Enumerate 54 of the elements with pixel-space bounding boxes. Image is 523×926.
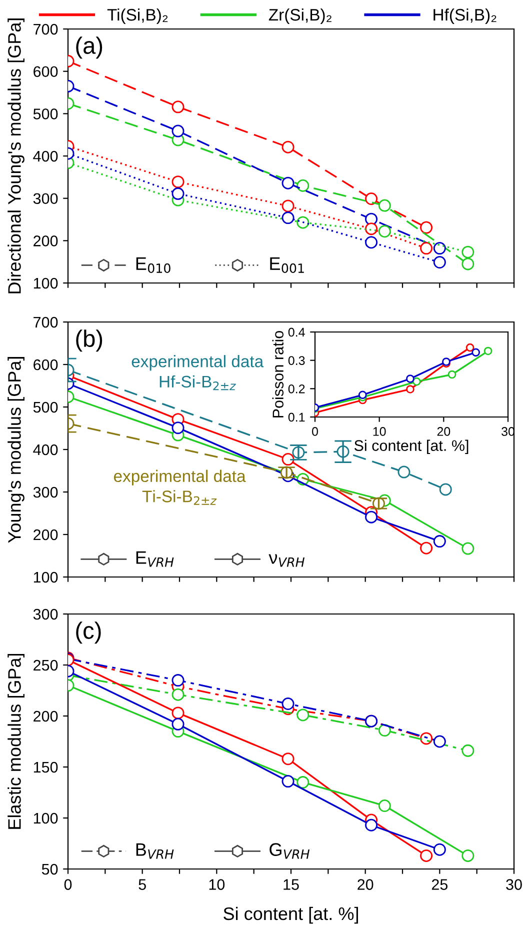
y-tick-label: 200 — [34, 236, 58, 246]
x-tick-label: 30 — [506, 879, 522, 890]
y-tick-label: 300 — [33, 193, 58, 204]
x-axis-title: Si content [at. %] — [354, 440, 468, 454]
y-tick-label: 100 — [34, 572, 58, 583]
y-tick-label: 100 — [34, 812, 58, 824]
y-tick-label: 500 — [33, 402, 58, 413]
x-tick-label: 10 — [209, 879, 225, 890]
y-axis-title: Poisson ratio — [272, 330, 284, 418]
y-tick-label: 300 — [33, 608, 58, 620]
legend-label: Ti(Si,B)₂ — [107, 8, 168, 24]
y-tick-label: 700 — [34, 24, 58, 35]
y-tick-label: 600 — [34, 359, 58, 370]
x-tick-label: 25 — [432, 879, 448, 890]
y-tick-label: 50 — [42, 864, 58, 875]
y-tick-label: 600 — [34, 66, 58, 78]
annotation: E$_{010}$ — [136, 257, 170, 273]
y-tick-label: 500 — [33, 108, 58, 120]
x-tick-label: 10 — [373, 427, 386, 436]
y-tick-label: 300 — [33, 486, 58, 498]
annotation: (a) — [76, 36, 102, 59]
y-tick-label: 400 — [33, 444, 58, 456]
y-tick-label: 200 — [34, 529, 58, 540]
annotation: ν$_{VRH}$ — [268, 554, 304, 567]
y-tick-label: 250 — [34, 660, 58, 671]
legend-label: Zr(Si,B)₂ — [268, 8, 332, 24]
y-tick-label: 0.2 — [288, 384, 305, 394]
x-tick-label: 20 — [358, 879, 374, 890]
x-tick-label: 5 — [138, 879, 146, 890]
series-label: experimental data Ti-Si-B$_{2±z}$ — [114, 470, 246, 505]
y-axis-title: Directional Young's modulus [GPa] — [8, 18, 24, 294]
y-axis-title: Elastic modulus [GPa] — [8, 654, 24, 829]
legend-label: Hf(Si,B)₂ — [434, 8, 496, 24]
annotation: G$_{VRH}$ — [270, 843, 310, 859]
y-tick-label: 100 — [34, 278, 58, 289]
y-tick-label: 400 — [33, 150, 58, 162]
y-tick-label: 0.1 — [288, 412, 305, 422]
x-tick-label: 20 — [437, 427, 450, 436]
y-axis-title: Young's modulus [GPa] — [8, 357, 24, 543]
x-tick-label: 15 — [284, 879, 299, 890]
y-tick-label: 0.4 — [288, 328, 305, 337]
y-tick-label: 200 — [34, 710, 58, 722]
y-tick-label: 150 — [34, 762, 58, 773]
y-tick-label: 0.3 — [288, 356, 305, 365]
x-tick-label: 0 — [64, 879, 72, 890]
annotation: (c) — [76, 622, 101, 644]
annotation: E$_{VRH}$ — [136, 551, 174, 567]
x-axis-title: Si content [at. %] — [224, 906, 358, 924]
x-tick-label: 0 — [312, 427, 318, 436]
series-label: experimental data Hf-Si-B$_{2±z}$ — [132, 355, 264, 390]
annotation: (b) — [76, 330, 102, 352]
annotation: B$_{VRH}$ — [136, 843, 174, 859]
annotation: E$_{001}$ — [270, 257, 304, 273]
y-tick-label: 700 — [34, 316, 58, 328]
